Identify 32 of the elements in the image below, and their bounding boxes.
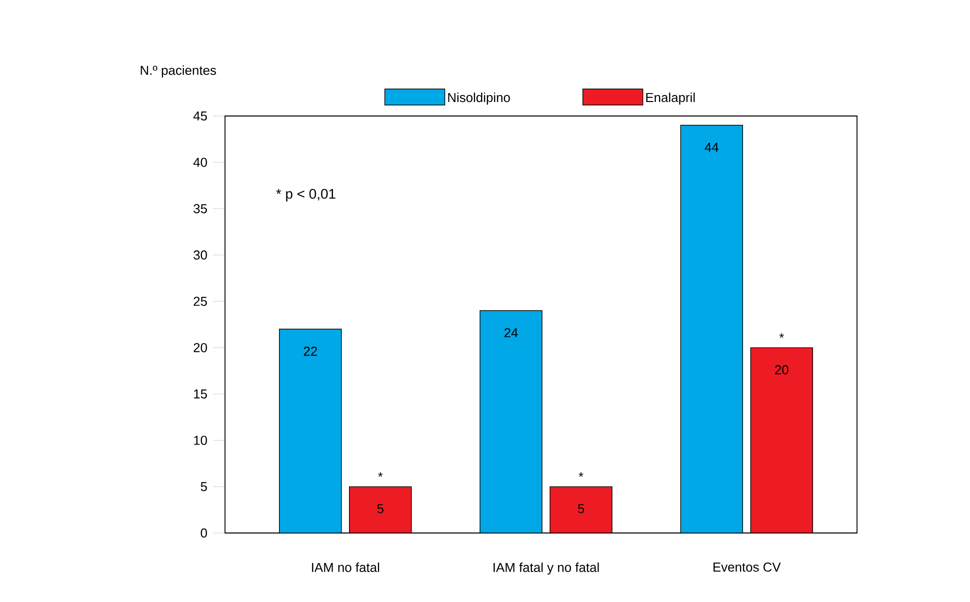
data-label: 20 bbox=[775, 365, 788, 374]
data-label: 22 bbox=[304, 346, 317, 356]
bar bbox=[750, 347, 814, 533]
y-tick-label: 40 bbox=[193, 158, 207, 167]
legend-label: Enalapril bbox=[646, 92, 695, 105]
x-tick-label: Eventos CV bbox=[714, 562, 781, 572]
y-tick-label: 15 bbox=[194, 389, 207, 399]
annotation: * bbox=[378, 472, 383, 477]
data-label: 5 bbox=[377, 504, 384, 514]
bar bbox=[279, 328, 342, 533]
data-label: 24 bbox=[504, 328, 518, 338]
y-tick-label: 10 bbox=[194, 436, 207, 445]
x-tick-label: IAM fatal y no fatal bbox=[494, 562, 599, 575]
y-tick-label: 35 bbox=[194, 204, 207, 214]
data-label: 5 bbox=[578, 504, 584, 514]
y-tick-label: 5 bbox=[200, 482, 207, 492]
x-tick-label: IAM no fatal bbox=[312, 562, 380, 572]
y-tick-label: 45 bbox=[193, 111, 207, 121]
bar bbox=[480, 310, 542, 533]
bar bbox=[680, 124, 744, 533]
y-tick-label: 25 bbox=[194, 296, 207, 306]
y-tick-label: 0 bbox=[200, 528, 207, 538]
annotation: * bbox=[779, 333, 784, 338]
annotation: * bbox=[578, 472, 584, 477]
data-label: 44 bbox=[704, 142, 718, 152]
bar bbox=[550, 486, 612, 533]
annotation: * p < 0,01 bbox=[276, 188, 336, 202]
y-axis-title: N.º pacientes bbox=[140, 65, 216, 78]
legend-label: Nisoldipino bbox=[448, 92, 510, 105]
y-tick-label: 20 bbox=[194, 343, 207, 352]
y-tick-label: 30 bbox=[194, 250, 207, 260]
bar bbox=[349, 486, 412, 533]
